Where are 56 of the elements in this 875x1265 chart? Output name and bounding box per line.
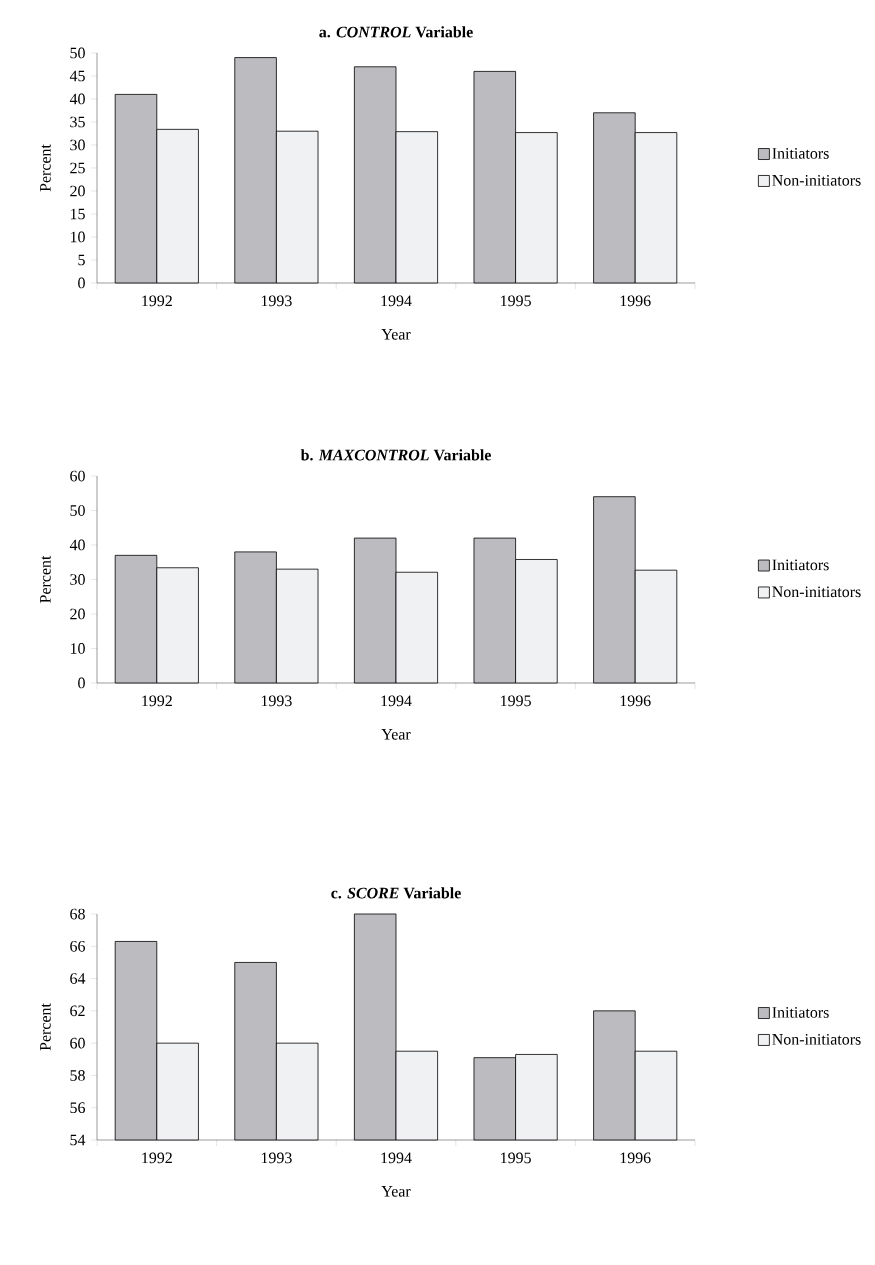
legend-label: Non-initiators [772,1034,861,1045]
y-tick-label: 10 [70,643,85,654]
y-tick-label: 0 [78,277,85,289]
y-tick-label: 20 [70,185,85,197]
x-tick-label: 1992 [142,1152,172,1164]
y-tick-label: 25 [70,162,85,174]
legend-label: Initiators [772,1007,829,1018]
x-tick-label: 1993 [261,695,292,707]
y-axis-title: Percent [40,144,51,192]
x-tick-label: 1995 [501,1152,531,1164]
x-tick-label: 1995 [501,695,531,707]
y-tick-label: 68 [70,908,85,920]
y-axis-title: Percent [40,555,51,603]
x-tick-label: 1993 [261,295,292,307]
x-axis-title: Year [381,729,411,740]
y-tick-label: 45 [69,70,85,82]
y-tick-label: 56 [70,1102,86,1114]
y-tick-label: 60 [70,1037,85,1049]
legend-label: Non-initiators [772,586,861,598]
legend-label: Non-initiators [772,174,861,186]
y-tick-label: 40 [69,93,85,105]
x-axis-title: Year [381,329,411,340]
x-tick-label: 1996 [620,1152,651,1164]
x-axis-title: Year [381,1186,411,1197]
y-tick-label: 0 [78,677,85,689]
y-tick-label: 60 [70,470,85,482]
x-tick-label: 1992 [142,695,172,707]
y-tick-label: 50 [70,47,85,59]
y-tick-label: 5 [78,254,85,266]
chart-title: a. CONTROL Variable [319,26,473,38]
y-axis-title: Percent [40,1003,51,1051]
y-tick-label: 40 [69,539,85,551]
y-tick-label: 64 [70,973,86,984]
y-tick-label: 58 [70,1070,85,1081]
y-tick-label: 50 [70,505,85,516]
chart-title: c. SCORE Variable [331,887,461,899]
y-tick-label: 54 [70,1134,86,1146]
y-tick-label: 35 [70,116,85,128]
y-tick-label: 10 [70,231,85,243]
legend-label: Initiators [772,148,829,159]
y-tick-label: 62 [70,1005,85,1017]
x-tick-label: 1992 [142,295,172,307]
x-tick-label: 1993 [261,1152,292,1164]
y-tick-label: 15 [70,208,85,220]
y-tick-label: 20 [70,608,85,620]
x-tick-label: 1995 [501,295,531,307]
y-tick-label: 30 [70,574,85,585]
x-tick-label: 1994 [381,695,412,707]
legend-label: Initiators [772,559,829,571]
x-tick-label: 1994 [381,295,412,307]
x-tick-label: 1994 [381,1152,412,1164]
y-tick-label: 66 [70,940,86,952]
x-tick-label: 1996 [620,295,651,307]
y-tick-label: 30 [70,139,85,151]
x-tick-label: 1996 [620,695,651,707]
chart-title: b. MAXCONTROL Variable [300,449,491,461]
